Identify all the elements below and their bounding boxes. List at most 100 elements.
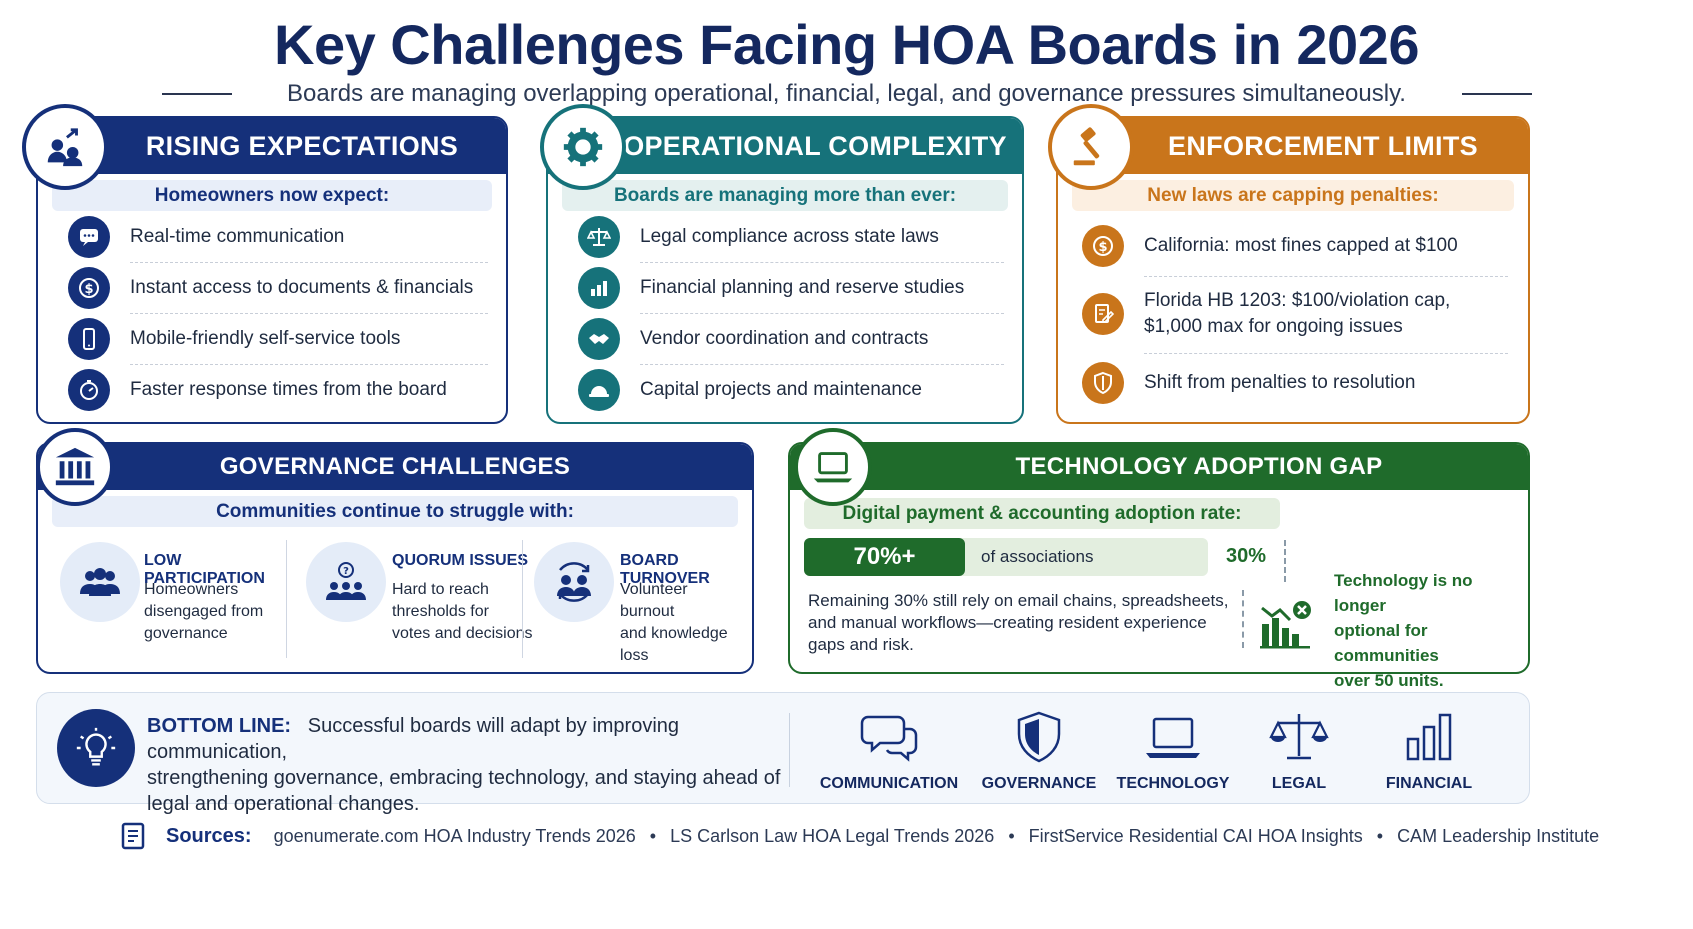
card-header: RISING EXPECTATIONS: [38, 118, 506, 174]
pillar-label: FINANCIAL: [1385, 775, 1473, 792]
list-item: Capital projects and maintenance: [578, 365, 1004, 415]
gear-icon: [540, 104, 626, 190]
technology-adoption-card: TECHNOLOGY ADOPTION GAP Digital payment …: [788, 442, 1530, 690]
remaining-text: gaps and risk.: [808, 635, 914, 654]
pillar-label: LEGAL: [1271, 775, 1327, 792]
card-header: ENFORCEMENT LIMITS: [1058, 118, 1528, 174]
item-label: Legal compliance across state laws: [640, 226, 939, 247]
subtitle-rule-right: [1462, 93, 1532, 95]
rising-expectations-card: RISING EXPECTATIONS Homeowners now expec…: [36, 116, 508, 424]
bar-chart-icon: [1406, 713, 1452, 761]
handshake-icon: [578, 318, 620, 360]
col-text: and knowledge: [620, 625, 728, 642]
item-label-line2: $1,000 max for ongoing issues: [1144, 316, 1403, 337]
growth-people-icon: [22, 104, 108, 190]
dollar-icon: $: [1082, 225, 1124, 267]
source-separator: •: [649, 825, 657, 846]
list-item: Florida HB 1203: $100/violation cap, $1,…: [1082, 277, 1508, 351]
list-item: $ Instant access to documents & financia…: [68, 263, 488, 313]
dollar-icon: $: [68, 267, 110, 309]
adoption-bar-fill: 70%+: [804, 538, 965, 576]
scales-icon: [578, 216, 620, 258]
item-label: Vendor coordination and contracts: [640, 328, 929, 349]
chat-icon: [68, 216, 110, 258]
col-text: Hard to reach: [392, 581, 489, 598]
card-banner: Digital payment & accounting adoption ra…: [804, 498, 1280, 529]
card-banner: Communities continue to struggle with:: [52, 496, 738, 527]
pillar-label: COMMUNICATION: [819, 775, 959, 792]
source-link[interactable]: CAM Leadership Institute: [1397, 825, 1600, 846]
col-text: disengaged from: [144, 603, 264, 620]
lightbulb-icon: [57, 709, 135, 787]
gavel-icon: [1048, 104, 1134, 190]
list-item: Real-time communication: [68, 212, 488, 262]
group-question-icon: ?: [306, 542, 386, 622]
card-header: OPERATIONAL COMPLEXITY: [548, 118, 1022, 174]
adoption-bar-track: 70%+: [804, 538, 1208, 576]
list-item: $ California: most fines capped at $100: [1082, 222, 1508, 270]
bar-chart-icon: [578, 267, 620, 309]
page-title: Key Challenges Facing HOA Boards in 2026: [274, 13, 1419, 76]
col-title: BOARD TURNOVER: [620, 552, 710, 587]
institution-building-icon: [36, 428, 114, 506]
pillar-governance: GOVERNANCE: [969, 711, 1109, 793]
remaining-text: Remaining 30% still rely on email chains…: [808, 591, 1229, 610]
document-edit-icon: [1082, 293, 1124, 335]
source-link[interactable]: LS Carlson Law HOA Legal Trends 2026: [670, 825, 995, 846]
sources-label: Sources:: [166, 824, 252, 847]
item-label: Instant access to documents & financials: [130, 277, 474, 298]
svg-text:?: ?: [343, 566, 349, 577]
source-separator: •: [1008, 825, 1015, 846]
shield-icon: [1017, 711, 1061, 763]
operational-complexity-card: OPERATIONAL COMPLEXITY Boards are managi…: [546, 116, 1024, 424]
item-label: Real-time communication: [130, 226, 345, 247]
pillar-communication: COMMUNICATION: [819, 711, 959, 793]
source-link[interactable]: FirstService Residential CAI HOA Insight…: [1028, 825, 1363, 846]
stopwatch-icon: [68, 369, 110, 411]
list-item: Financial planning and reserve studies: [578, 263, 1004, 313]
col-text: thresholds for: [392, 603, 489, 620]
bottom-line-panel: BOTTOM LINE: Successful boards will adap…: [36, 692, 1530, 815]
shield-icon: [1082, 362, 1124, 404]
remaining-text: and manual workflows—creating resident e…: [808, 613, 1207, 632]
source-separator: •: [1376, 825, 1384, 846]
card-banner: Homeowners now expect:: [52, 180, 492, 211]
pillar-label: TECHNOLOGY: [1116, 775, 1230, 792]
card-header: TECHNOLOGY ADOPTION GAP: [790, 444, 1528, 490]
bottom-line-text: Successful boards will adapt by improvin…: [147, 715, 680, 763]
bottom-line-text: strengthening governance, embracing tech…: [147, 767, 781, 789]
pillar-financial: FINANCIAL: [1359, 711, 1499, 793]
item-label: Financial planning and reserve studies: [640, 277, 965, 298]
subtitle-rule-left: [162, 93, 232, 95]
item-label: Faster response times from the board: [130, 379, 447, 400]
col-text: loss: [620, 647, 649, 664]
governance-challenges-card: GOVERNANCE CHALLENGES Communities contin…: [36, 442, 754, 674]
item-label: Capital projects and maintenance: [640, 379, 923, 400]
enforcement-limits-card: ENFORCEMENT LIMITS New laws are capping …: [1056, 116, 1530, 424]
remaining-percent: 30%: [1226, 545, 1267, 567]
speech-bubbles-icon: [860, 715, 918, 762]
bottom-line-label: BOTTOM LINE:: [147, 715, 292, 737]
mobile-icon: [68, 318, 110, 360]
pillar-label: GOVERNANCE: [981, 775, 1097, 792]
item-label: California: most fines capped at $100: [1144, 235, 1458, 256]
source-link[interactable]: goenumerate.com HOA Industry Trends 2026: [273, 825, 636, 846]
chart-decline-icon: [1258, 596, 1312, 650]
callout-text: Technology is no longer: [1334, 571, 1473, 615]
col-text: Volunteer burnout: [620, 581, 688, 620]
card-banner: New laws are capping penalties:: [1072, 180, 1514, 211]
list-item: Mobile-friendly self-service tools: [68, 314, 488, 364]
scales-icon: [1269, 714, 1329, 760]
col-text: votes and decisions: [392, 625, 533, 642]
laptop-icon: [1146, 717, 1200, 758]
col-text: governance: [144, 625, 228, 642]
callout-text: over 50 units.: [1334, 671, 1444, 690]
col-title: LOW PARTICIPATION: [144, 552, 265, 587]
list-item: Shift from penalties to resolution: [1082, 354, 1508, 412]
list-item: Legal compliance across state laws: [578, 212, 1004, 262]
item-label: Florida HB 1203: $100/violation cap,: [1144, 290, 1451, 311]
list-item: Vendor coordination and contracts: [578, 314, 1004, 364]
svg-text:$: $: [1098, 240, 1107, 255]
rotating-people-icon: [534, 542, 614, 622]
item-label: Mobile-friendly self-service tools: [130, 328, 401, 349]
